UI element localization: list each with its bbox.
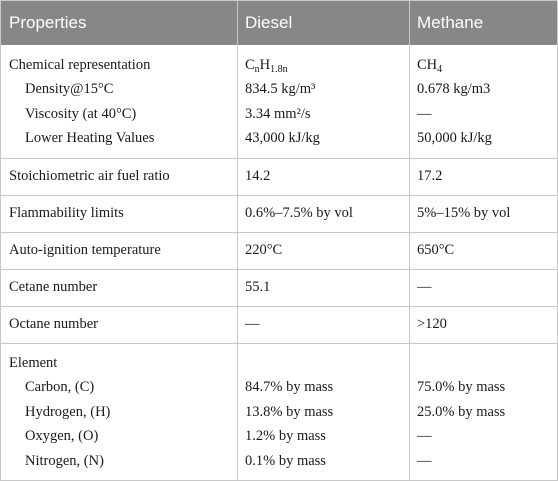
value-cell: 55.1 [245, 279, 271, 296]
value-cell: 5%–15% by vol [417, 205, 511, 222]
value-cell: — [417, 428, 432, 444]
text-run: CH [417, 56, 438, 73]
value-cell: 14.2 [245, 168, 271, 185]
property-cell: Lower Heating Values [25, 130, 155, 146]
property-cell: Hydrogen, (H) [25, 403, 111, 420]
property-cell: Cetane number [9, 279, 98, 296]
value-cell: 834.5 kg/m³ [245, 81, 316, 97]
value-cell: 84.7% by mass [245, 379, 334, 395]
row-divider [1, 343, 557, 344]
subscript: 4 [437, 63, 443, 75]
text-run: H [259, 56, 271, 73]
value-cell: 1.2% by mass [245, 428, 326, 444]
subscript: 1.8n [270, 63, 288, 75]
value-cell: 220°C [245, 242, 283, 259]
value-cell: — [417, 279, 432, 296]
property-cell: Auto-ignition temperature [9, 242, 161, 259]
value-cell: 0.678 kg/m3 [417, 81, 491, 97]
value-cell: — [417, 105, 432, 122]
value-cell: 25.0% by mass [417, 403, 506, 420]
value-cell: 3.34 mm²/s [245, 105, 311, 122]
property-cell: Density@15°C [25, 81, 114, 97]
value-cell: — [245, 316, 260, 333]
property-cell: Oxygen, (O) [25, 428, 99, 444]
header-cell: Diesel [237, 1, 409, 45]
value-cell: 0.1% by mass [245, 452, 326, 469]
row-divider [1, 195, 557, 196]
column-divider [237, 1, 238, 480]
value-cell: 43,000 kJ/kg [245, 130, 320, 146]
row-divider [1, 232, 557, 233]
header-cell: Properties [1, 1, 237, 45]
value-cell: 75.0% by mass [417, 379, 506, 395]
value-cell: CH4 [409, 53, 557, 78]
value-cell: 17.2 [417, 168, 443, 185]
property-cell: Stoichiometric air fuel ratio [9, 168, 170, 185]
property-cell: Chemical representation [9, 56, 151, 73]
column-divider [409, 1, 410, 480]
property-cell: Nitrogen, (N) [25, 452, 104, 469]
value-cell: — [417, 452, 432, 469]
subscript: n [254, 63, 260, 75]
text-run: C [245, 56, 255, 73]
value-cell: 13.8% by mass [245, 403, 334, 420]
value-cell: 0.6%–7.5% by vol [245, 205, 353, 222]
value-cell: 50,000 kJ/kg [417, 130, 492, 146]
value-cell: >120 [417, 316, 447, 333]
property-cell: Viscosity (at 40°C) [25, 105, 137, 122]
value-cell: 650°C [417, 242, 455, 259]
value-cell: CnH1.8n [237, 53, 409, 78]
header-cell: Methane [409, 1, 557, 45]
row-divider [1, 269, 557, 270]
property-cell: Element [9, 354, 58, 371]
row-divider [1, 158, 557, 159]
property-cell: Octane number [9, 316, 98, 333]
property-cell: Carbon, (C) [25, 379, 95, 395]
row-divider [1, 306, 557, 307]
property-cell: Flammability limits [9, 205, 124, 222]
